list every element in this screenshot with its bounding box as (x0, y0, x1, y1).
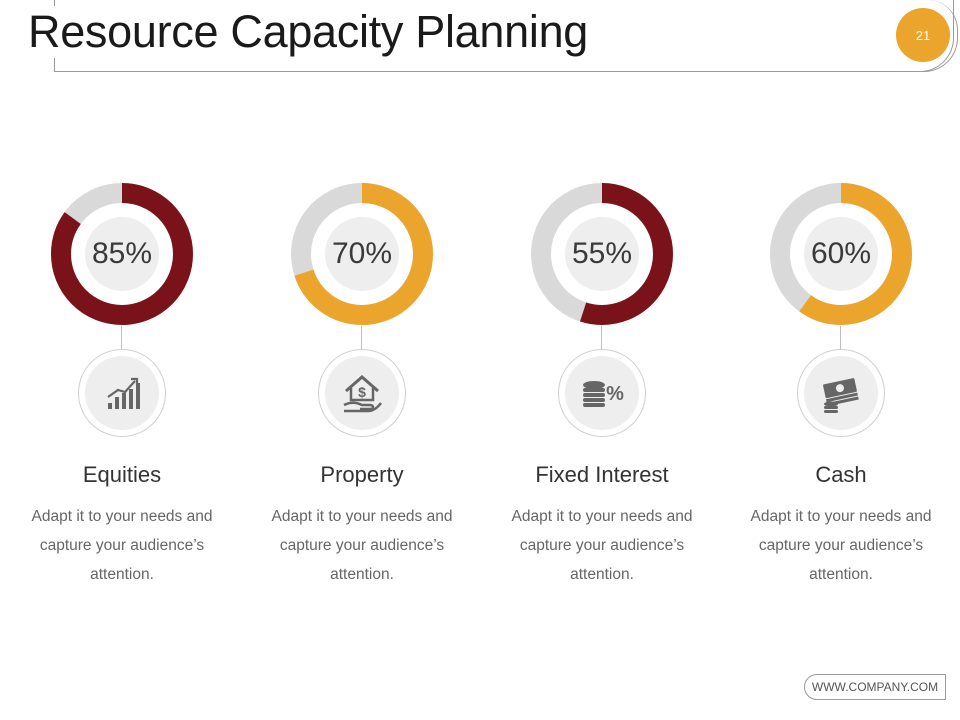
card-cash: 60% Cash Adapt it to your needs and capt… (719, 182, 959, 622)
donut-chart: 55% (530, 182, 674, 326)
percent-label: 55% (571, 237, 633, 270)
donut-arc (51, 183, 193, 325)
svg-text:$: $ (358, 384, 366, 400)
card-title: Fixed Interest (535, 462, 669, 487)
card-description: Adapt it to your needs and capture your … (511, 508, 693, 583)
coins-percent-icon: % (565, 356, 639, 430)
donut-arc (531, 183, 673, 325)
donut-center (804, 217, 878, 291)
donut-svg (291, 183, 433, 325)
connector-line (840, 326, 841, 350)
donut-arc (291, 183, 433, 325)
card-description: Adapt it to your needs and capture your … (271, 508, 453, 583)
donut-center (85, 217, 159, 291)
title-frame-corner (900, 0, 958, 72)
donut-svg (51, 183, 193, 325)
donut-svg (770, 183, 912, 325)
donut-chart: 85% (50, 182, 194, 326)
donut-svg (531, 183, 673, 325)
percent-label: 60% (810, 237, 872, 270)
donut-arc (770, 183, 912, 325)
donut-chart: 70% (290, 182, 434, 326)
svg-text:%: % (606, 383, 624, 405)
card-title: Equities (82, 462, 162, 487)
percent-label: 70% (331, 237, 393, 270)
cash-stack-icon (804, 356, 878, 430)
footer-website[interactable]: WWW.COMPANY.COM (804, 674, 946, 700)
icon-ring (797, 349, 885, 437)
house-dollar-hand-icon: $ (325, 356, 399, 430)
percent-label: 85% (91, 237, 153, 270)
page-number-badge: 21 (896, 8, 950, 62)
card-description: Adapt it to your needs and capture your … (31, 508, 213, 583)
card-fixed-interest: 55% % Fixed Interest Adapt it to your ne… (480, 182, 720, 622)
card-title: Cash (815, 462, 867, 487)
donut-center (325, 217, 399, 291)
icon-ring: $ (318, 349, 406, 437)
donut-center (565, 217, 639, 291)
card-title: Property (320, 462, 404, 487)
card-equities: 85% Equities Adapt it to your needs and … (0, 182, 240, 622)
icon-ring: % (558, 349, 646, 437)
icon-ring (78, 349, 166, 437)
card-description: Adapt it to your needs and capture your … (750, 508, 932, 583)
connector-line (121, 326, 122, 350)
growth-chart-icon (85, 356, 159, 430)
connector-line (361, 326, 362, 350)
page-title: Resource Capacity Planning (28, 6, 595, 58)
donut-chart: 60% (769, 182, 913, 326)
connector-line (601, 326, 602, 350)
card-property: 70% $ Property Adapt it to your needs an… (240, 182, 480, 622)
